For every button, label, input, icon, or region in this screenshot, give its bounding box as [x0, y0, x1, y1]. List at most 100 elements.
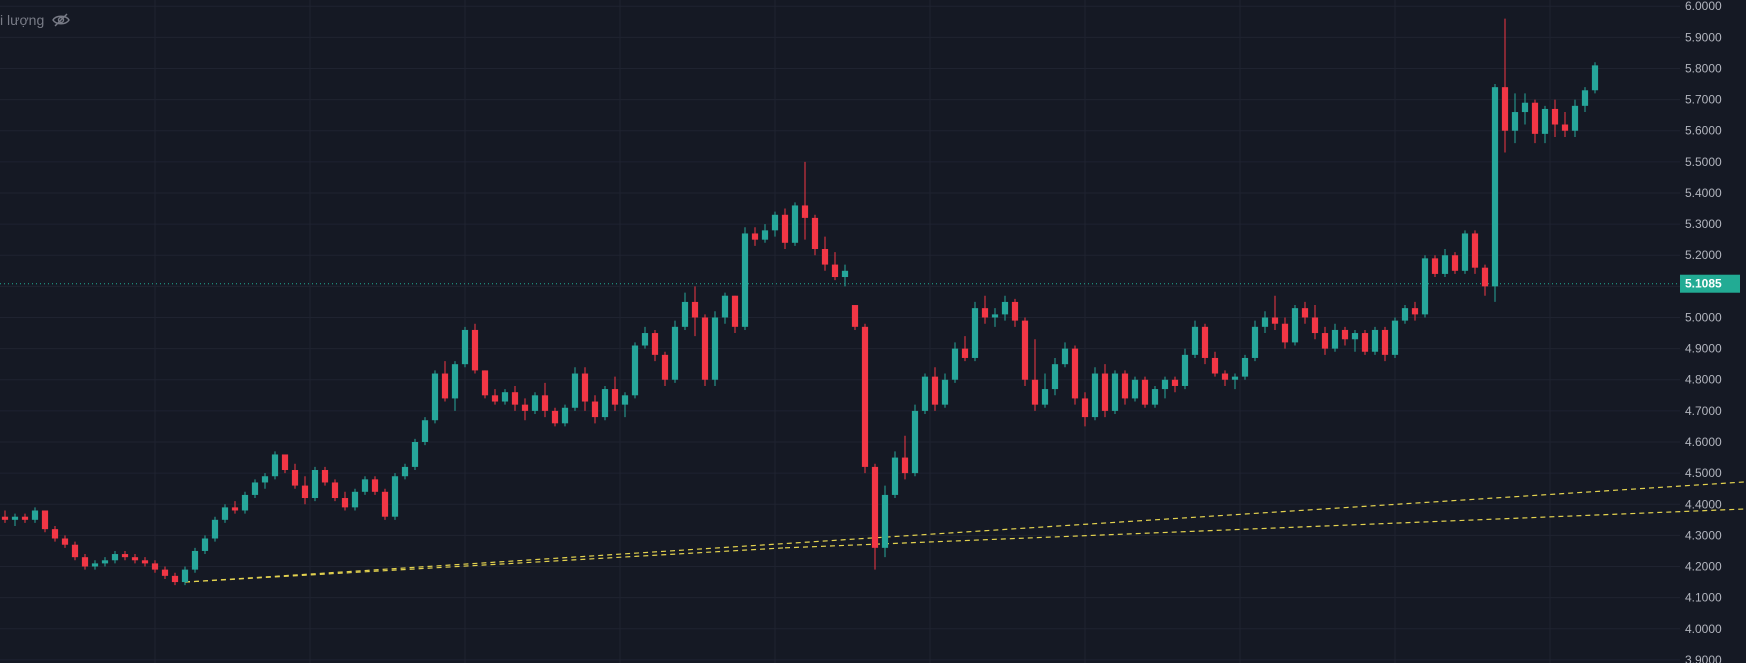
- price-axis[interactable]: 6.0000 5.9000 5.8000 5.7000 5.6000 5.5000 5.40…: [1680, 0, 1740, 663]
- candle: [931, 367, 939, 411]
- candle-body: [1531, 102, 1539, 134]
- candle: [21, 513, 29, 523]
- candle: [481, 370, 489, 399]
- price-tick-label: 4.6000: [1685, 435, 1722, 449]
- candle-body: [421, 420, 429, 442]
- candle: [351, 488, 359, 511]
- candle: [71, 541, 79, 561]
- candle: [831, 252, 839, 281]
- candle-body: [541, 395, 549, 411]
- candle: [1161, 376, 1169, 399]
- candle-body: [1561, 124, 1569, 131]
- candle-body: [1451, 255, 1459, 271]
- candle-body: [351, 491, 359, 508]
- candle-body: [61, 538, 69, 545]
- eye-slash-icon[interactable]: [52, 13, 71, 27]
- candle-body: [251, 482, 259, 495]
- price-tick-label: 4.9000: [1685, 342, 1722, 356]
- candle-body: [81, 557, 89, 567]
- candle: [1301, 301, 1309, 324]
- candle-body: [481, 370, 489, 396]
- candle: [1151, 385, 1159, 408]
- price-tick-label: 3.9000: [1685, 653, 1722, 663]
- candle-body: [721, 295, 729, 318]
- candle-body: [1371, 329, 1379, 352]
- candle: [1101, 364, 1109, 418]
- candle-body: [461, 329, 469, 365]
- candle: [181, 566, 189, 586]
- candle: [1461, 230, 1469, 274]
- candle-body: [141, 560, 149, 564]
- candle-body: [261, 476, 269, 483]
- candle: [871, 463, 879, 570]
- candle-body: [851, 305, 859, 327]
- price-tick-label: 4.0000: [1685, 622, 1722, 636]
- candle-body: [161, 569, 169, 576]
- candle-body: [1591, 65, 1599, 91]
- candle-body: [151, 563, 159, 570]
- candle-body: [601, 389, 609, 418]
- candle-body: [71, 544, 79, 558]
- candle-body: [551, 410, 559, 424]
- candle: [571, 367, 579, 411]
- candle-body: [1001, 301, 1009, 315]
- candle-body: [1231, 376, 1239, 380]
- candle: [881, 485, 889, 558]
- candle: [431, 370, 439, 424]
- candle: [761, 224, 769, 243]
- candle: [1431, 255, 1439, 278]
- candle: [1, 510, 9, 523]
- candle: [321, 466, 329, 486]
- price-tick-label: 4.4000: [1685, 497, 1722, 511]
- candle: [1331, 323, 1339, 352]
- candle-body: [771, 214, 779, 231]
- candle: [231, 501, 239, 514]
- candle-body: [231, 507, 239, 511]
- candle-body: [731, 295, 739, 327]
- candle: [631, 342, 639, 399]
- candle-body: [1441, 255, 1449, 274]
- candle: [1481, 264, 1489, 296]
- candle-body: [341, 498, 349, 508]
- candle: [141, 557, 149, 567]
- candle: [641, 326, 649, 349]
- candle: [531, 392, 539, 414]
- candle-body: [1, 516, 9, 520]
- candle: [781, 208, 789, 250]
- grid-lines: [0, 0, 1680, 663]
- candle: [1241, 354, 1249, 380]
- candle-body: [1051, 364, 1059, 390]
- candle-body: [1301, 308, 1309, 318]
- candle: [161, 566, 169, 579]
- candle-body: [701, 317, 709, 380]
- candle: [1201, 323, 1209, 365]
- candle-body: [991, 314, 999, 318]
- candle-body: [171, 575, 179, 583]
- candle: [1591, 62, 1599, 94]
- candle-body: [1511, 112, 1519, 131]
- candle: [281, 454, 289, 474]
- trendline[interactable]: [184, 547, 786, 583]
- candle-body: [361, 479, 369, 492]
- price-tick-label: 5.4000: [1685, 186, 1722, 200]
- candles: [1, 18, 1599, 586]
- candle: [151, 560, 159, 573]
- candle-body: [1131, 379, 1139, 399]
- candle: [1361, 329, 1369, 355]
- trendline[interactable]: [784, 507, 1746, 549]
- candle: [1211, 351, 1219, 377]
- candle: [971, 301, 979, 362]
- candle-body: [1471, 233, 1479, 268]
- candle-body: [101, 560, 109, 564]
- candle-body: [1201, 326, 1209, 358]
- candle-body: [901, 457, 909, 474]
- candle: [1501, 18, 1509, 153]
- trendline[interactable]: [184, 479, 1746, 583]
- price-tick-label: 5.0000: [1685, 310, 1722, 324]
- candle: [341, 491, 349, 511]
- candle: [291, 463, 299, 489]
- candle-body: [531, 395, 539, 411]
- candle: [1551, 99, 1559, 137]
- candle: [541, 382, 549, 418]
